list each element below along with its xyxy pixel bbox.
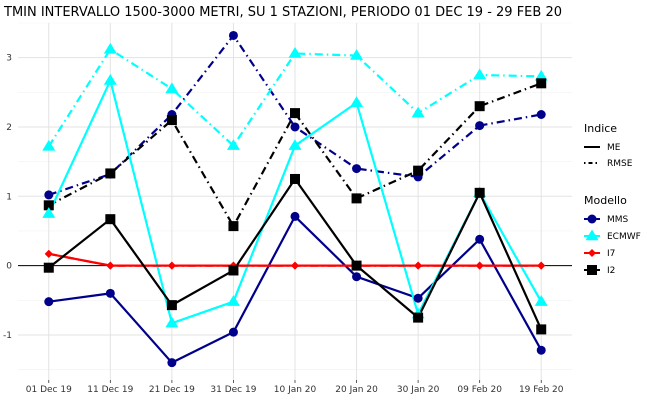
legend-label-ecmwf: ECMWF [607,232,641,242]
data-point-i7-me [44,249,53,258]
data-point-ecmwf-me [165,316,179,328]
y-tick-label: 2 [6,123,12,133]
data-point-i7-me [414,261,423,270]
data-point-i7-me [475,261,484,270]
data-point-i2-me [228,265,239,276]
data-point-mms-rmse [290,122,300,132]
data-point-mms-rmse [44,190,54,200]
data-point-i7-me [167,261,176,270]
x-tick-label: 20 Jan 20 [335,385,378,395]
data-point-i2-rmse [413,165,424,176]
data-point-ecmwf-rmse [350,49,364,60]
data-point-i2-me [474,187,485,198]
y-tick-label: -1 [3,331,12,341]
legend-marker-ecmwf [585,229,599,241]
data-point-mms-me [290,211,300,221]
legend: Indice ME RMSE Modello MMS ECMWF I7 I2 [584,122,641,276]
data-point-mms-me [105,288,115,298]
legend-label-i2: I2 [607,266,615,276]
data-point-i2-me [536,324,547,335]
data-point-ecmwf-rmse [534,69,548,81]
x-tick-label: 30 Jan 20 [397,385,440,395]
axes: -1 0 1 2 3 01 Dec 19 11 Dec 19 21 Dec 19 31 Dec … [3,54,572,395]
x-tick-label: 21 Dec 19 [149,385,195,395]
chart-title: TMIN INTERVALLO 1500-3000 METRI, SU 1 ST… [3,5,562,20]
legend-modello-entries: MMS ECMWF I7 I2 [584,214,641,276]
data-point-i2-rmse [474,101,485,112]
data-point-mms-rmse [352,164,362,174]
data-point-i2-rmse [351,193,362,204]
data-point-i2-rmse [105,168,116,179]
data-point-mms-me [475,234,485,244]
data-point-i2-me [351,260,362,271]
legend-label-mms: MMS [607,215,629,225]
data-point-i2-me [290,173,300,184]
legend-label-i7: I7 [607,249,615,259]
data-point-ecmwf-rmse [226,139,240,150]
data-point-i2-rmse [228,221,239,232]
data-point-i2-me [43,262,54,273]
data-point-i7-me [106,261,115,270]
data-point-mms-rmse [228,30,238,40]
legend-label-me: ME [607,143,621,153]
data-point-mms-me [228,327,238,337]
data-point-ecmwf-me [42,207,56,218]
data-point-ecmwf-me [534,295,548,306]
data-point-ecmwf-rmse [165,82,179,94]
data-point-ecmwf-me [288,139,302,150]
data-point-ecmwf-me [103,74,117,85]
data-point-ecmwf-rmse [473,68,487,80]
data-point-i7-me [537,261,546,270]
data-point-ecmwf-rmse [288,47,302,58]
data-point-ecmwf-me [226,295,240,306]
legend-marker-i7 [588,249,596,257]
legend-title-indice: Indice [584,122,617,135]
data-point-mms-me [352,272,362,282]
data-point-mms-me [167,358,177,368]
legend-marker-i2 [587,265,597,275]
y-tick-label: 1 [6,192,12,202]
series-line-i2-rmse [48,82,542,228]
series-markers [42,30,548,368]
y-tick-label: 0 [6,262,12,272]
x-tick-label: 01 Dec 19 [26,385,72,395]
data-point-mms-me [44,297,54,307]
plot-area: -1 0 1 2 3 01 Dec 19 11 Dec 19 21 Dec 19 31 Dec … [3,22,572,395]
data-point-i2-rmse [43,200,54,211]
data-point-mms-rmse [536,110,546,120]
data-point-ecmwf-rmse [103,42,117,54]
x-tick-label: 11 Dec 19 [87,385,133,395]
data-point-i2-me [413,312,424,323]
data-point-i2-rmse [290,108,300,119]
legend-title-modello: Modello [584,194,627,207]
grid [18,22,572,380]
data-point-i2-rmse [536,78,547,89]
x-tick-label: 09 Feb 20 [457,385,502,395]
x-tick-label: 10 Jan 20 [274,385,317,395]
data-point-ecmwf-rmse [42,139,56,151]
legend-label-rmse: RMSE [607,159,633,169]
data-point-mms-me [536,345,546,355]
data-point-mms-rmse [475,121,485,131]
data-point-i2-me [105,214,116,225]
data-point-ecmwf-me [350,96,364,107]
x-tick-label: 31 Dec 19 [210,385,256,395]
x-tick-label: 19 Feb 20 [519,385,564,395]
data-point-i2-rmse [166,115,177,126]
data-point-i2-me [166,300,177,311]
data-point-ecmwf-rmse [411,106,425,118]
data-point-mms-me [413,293,423,303]
legend-marker-mms [587,214,597,224]
data-point-i7-me [291,261,299,270]
series-line-mms-rmse [48,34,542,196]
y-tick-label: 3 [6,54,12,64]
legend-indice-entries: ME RMSE [584,143,633,169]
